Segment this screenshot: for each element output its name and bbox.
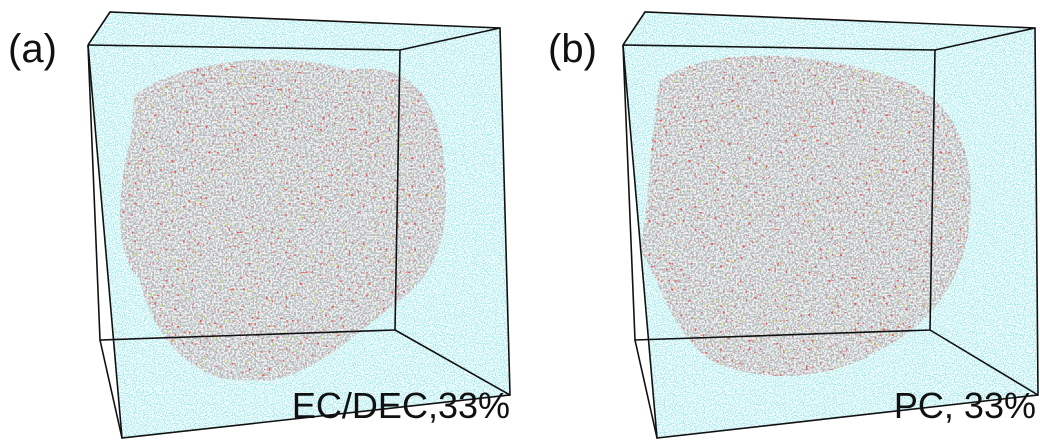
panel-b: (b) PC, 33% <box>548 10 1040 440</box>
panel-label: (b) <box>548 27 597 71</box>
panel-caption: PC, 33% <box>894 385 1036 426</box>
page: (a) EC/DEC,33% (b) PC, 33% (() => { cons… <box>0 0 1040 440</box>
panel-label: (a) <box>8 27 57 71</box>
panel-a: (a) EC/DEC,33% <box>8 10 515 440</box>
panel-caption: EC/DEC,33% <box>292 385 510 426</box>
figure: (a) EC/DEC,33% (b) PC, 33% <box>0 0 1040 440</box>
